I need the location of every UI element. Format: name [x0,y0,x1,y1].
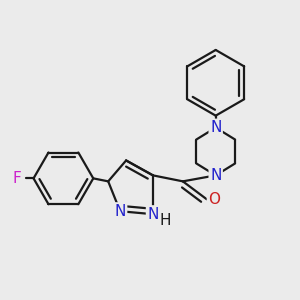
Text: F: F [13,171,22,186]
Text: N: N [115,204,126,219]
Text: N: N [147,207,159,222]
Text: N: N [210,120,221,135]
Text: H: H [159,213,171,228]
Text: N: N [210,168,221,183]
Text: O: O [208,192,220,207]
